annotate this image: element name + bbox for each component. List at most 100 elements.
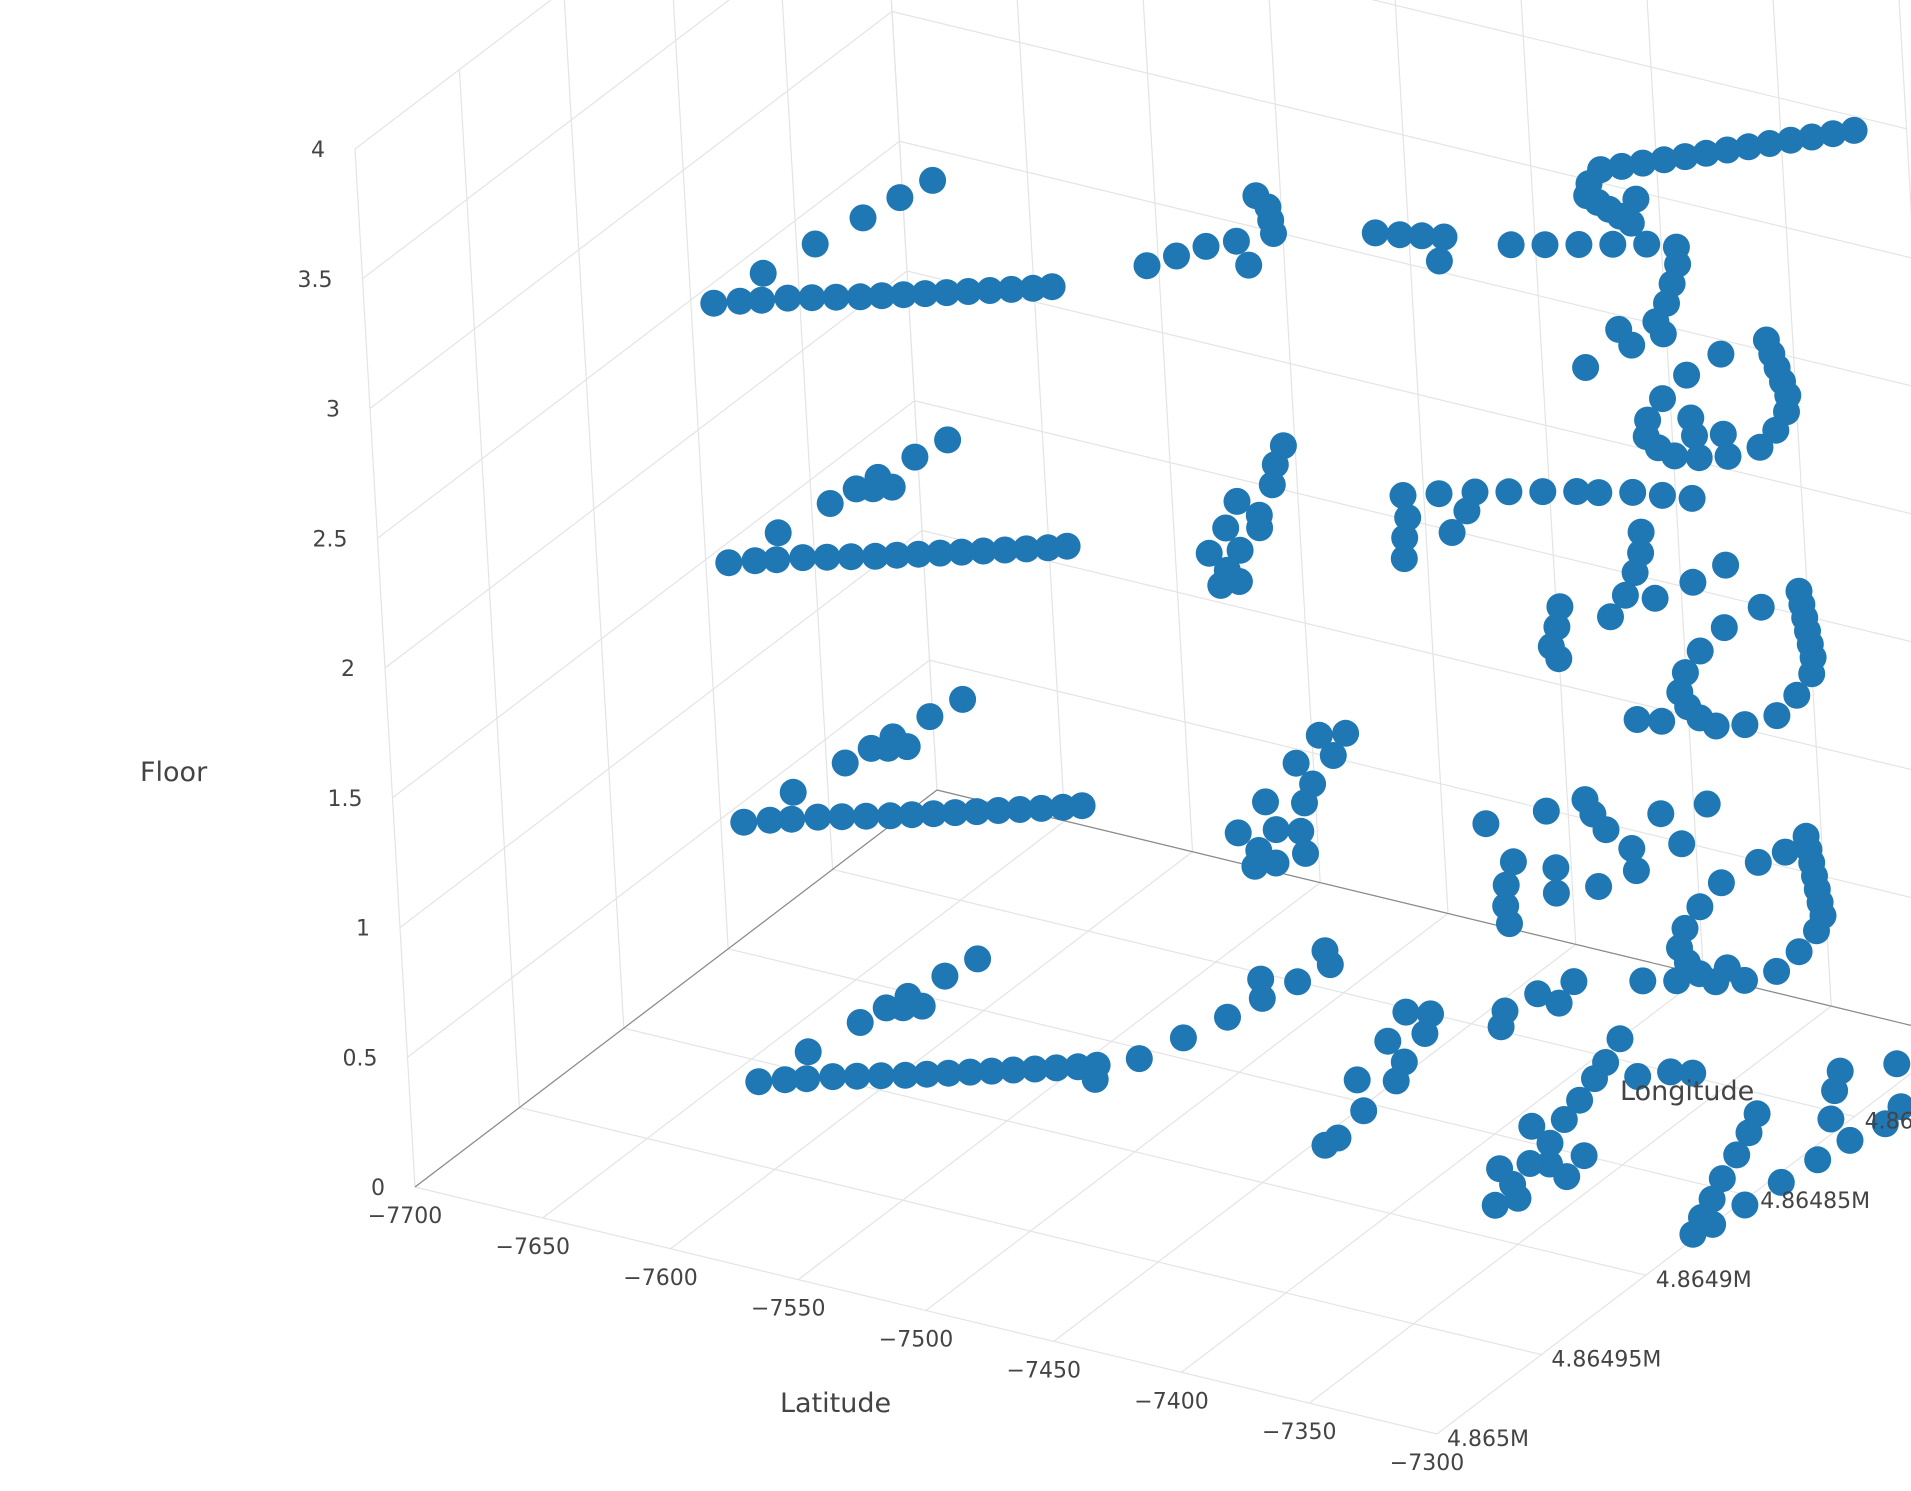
data-point	[1621, 559, 1649, 586]
data-point	[1804, 1146, 1832, 1174]
data-point	[872, 994, 900, 1022]
data-point	[1771, 838, 1799, 866]
axis-line-left	[414, 789, 938, 1188]
data-point	[1723, 1141, 1751, 1169]
data-point	[1550, 1106, 1578, 1133]
data-point	[1747, 593, 1775, 621]
grid-line-left-lon	[781, 0, 834, 870]
data-point	[1560, 968, 1588, 996]
data-point	[1581, 1065, 1608, 1093]
data-point	[1495, 478, 1523, 506]
data-point	[1798, 123, 1826, 151]
data-point	[794, 1038, 822, 1066]
data-point	[778, 805, 806, 833]
grid-line-back-lat	[890, 0, 938, 791]
floor-tick-label: 0.5	[343, 1046, 378, 1071]
data-point	[1332, 719, 1360, 747]
grid-line-floor-lon	[936, 789, 1911, 1027]
data-point	[1777, 126, 1805, 154]
grid-line-back-floor	[936, 789, 1911, 1027]
data-point	[1668, 830, 1696, 858]
data-point	[1195, 539, 1223, 567]
grid-line-floor-lon	[519, 1107, 1542, 1356]
data-point	[1499, 848, 1527, 876]
grid-line-floor-lat	[1308, 1005, 1832, 1404]
data-point	[1785, 938, 1813, 966]
longitude-tick-label: 4.86495M	[1551, 1348, 1661, 1373]
data-point	[741, 547, 769, 575]
data-point	[842, 475, 870, 503]
latitude-tick-label: −7450	[1007, 1358, 1081, 1383]
data-point	[837, 543, 865, 571]
data-point	[748, 286, 776, 314]
data-point	[1563, 478, 1591, 505]
data-point	[1648, 707, 1676, 735]
data-point	[846, 283, 874, 311]
data-point	[1212, 514, 1240, 542]
data-point	[1542, 879, 1570, 907]
data-point	[1686, 637, 1714, 665]
data-point	[1391, 524, 1419, 552]
data-point	[1783, 681, 1811, 709]
data-point	[1570, 1142, 1598, 1170]
data-point	[763, 546, 791, 574]
data-point	[857, 734, 885, 762]
data-point	[1708, 1165, 1736, 1193]
data-point	[1735, 1119, 1763, 1147]
data-point	[771, 1066, 799, 1094]
grid-line-left-floor	[377, 140, 900, 539]
data-point	[1746, 433, 1774, 461]
data-point	[816, 490, 844, 517]
data-point	[1374, 1027, 1402, 1055]
data-point	[1627, 518, 1655, 546]
data-point	[901, 443, 929, 471]
data-point	[1261, 451, 1289, 479]
data-point	[1663, 967, 1691, 995]
data-point	[1386, 221, 1414, 249]
data-point	[1411, 1020, 1439, 1047]
data-point	[1817, 1105, 1845, 1133]
data-point	[1284, 968, 1312, 996]
grid-line-left-lon	[890, 0, 938, 791]
data-point	[1133, 252, 1161, 280]
data-point	[1585, 479, 1613, 507]
latitude-axis-title: Latitude	[780, 1388, 891, 1419]
data-point	[1258, 471, 1286, 499]
floor-tick-label: 2	[341, 657, 355, 682]
data-point	[1629, 967, 1657, 995]
data-point	[1545, 645, 1573, 673]
data-point	[861, 542, 889, 570]
data-point	[1224, 819, 1252, 847]
data-point	[1710, 614, 1738, 642]
data-point	[1714, 442, 1742, 470]
data-point	[1252, 788, 1279, 816]
data-point	[964, 945, 992, 973]
data-point	[867, 1062, 895, 1090]
data-point	[891, 1061, 919, 1089]
grid-line-left-floor	[369, 11, 893, 409]
data-point	[756, 806, 784, 834]
data-point	[1235, 251, 1263, 279]
data-point	[1226, 536, 1254, 564]
data-point	[954, 278, 982, 305]
data-point	[1821, 1077, 1849, 1105]
data-point	[1516, 1150, 1544, 1177]
data-point	[1262, 849, 1290, 877]
data-point	[1693, 790, 1721, 818]
latitude-tick-label: −7350	[1262, 1420, 1336, 1445]
data-point	[1641, 584, 1669, 612]
data-point	[843, 1062, 871, 1090]
data-points	[700, 116, 1911, 1248]
data-point	[1019, 274, 1047, 302]
data-point	[1246, 514, 1274, 542]
data-point	[813, 543, 841, 571]
data-point	[1756, 130, 1784, 157]
floor-tick-label: 2.5	[313, 527, 348, 552]
data-point	[1553, 1163, 1581, 1191]
data-point	[1049, 793, 1077, 821]
grid-line-left-lon	[563, 0, 625, 1029]
data-point	[886, 184, 914, 212]
data-point	[1840, 116, 1868, 144]
data-point	[730, 808, 758, 836]
data-point	[1648, 481, 1676, 509]
